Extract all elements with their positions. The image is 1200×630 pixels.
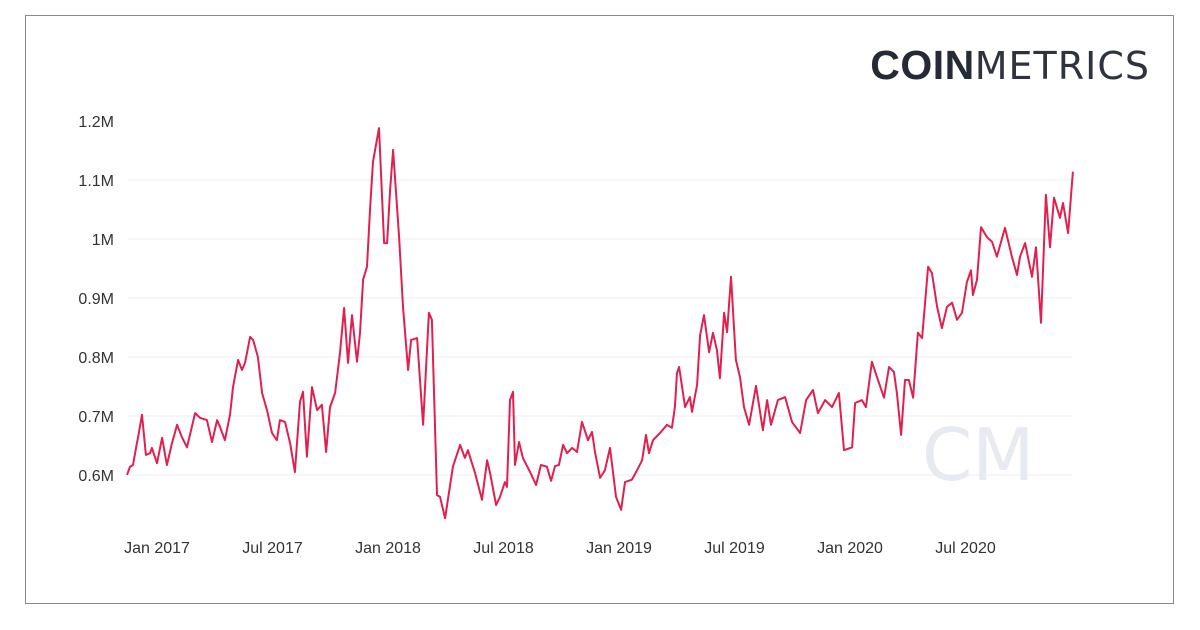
x-tick-label: Jan 2020 bbox=[817, 540, 883, 557]
x-tick-label: Jan 2018 bbox=[355, 540, 421, 557]
y-tick-label: 0.8M bbox=[78, 350, 114, 367]
x-tick-label: Jan 2017 bbox=[124, 540, 190, 557]
x-tick-label: Jan 2019 bbox=[586, 540, 652, 557]
cm-watermark: CM bbox=[922, 413, 1034, 497]
gridlines bbox=[128, 179, 1072, 476]
chart-frame bbox=[25, 15, 1174, 604]
logo-bold-text: COIN bbox=[870, 42, 975, 88]
y-tick-label: 1.2M bbox=[78, 114, 114, 131]
y-tick-label: 0.7M bbox=[78, 409, 114, 426]
x-tick-label: Jul 2018 bbox=[473, 540, 534, 557]
series-line bbox=[126, 127, 1074, 520]
y-tick-label: 1.1M bbox=[78, 173, 114, 190]
x-tick-label: Jul 2020 bbox=[935, 540, 996, 557]
y-axis-labels: 0.6M 0.7M 0.8M 0.9M 1M 1.1M 1.2M bbox=[78, 114, 114, 485]
x-axis-labels: Jan 2017 Jul 2017 Jan 2018 Jul 2018 Jan 2019… bbox=[124, 540, 996, 557]
x-tick-label: Jul 2019 bbox=[704, 540, 765, 557]
x-tick-label: Jul 2017 bbox=[242, 540, 303, 557]
logo-light-text: METRICS bbox=[974, 44, 1150, 88]
y-tick-label: 1M bbox=[92, 232, 114, 249]
coinmetrics-logo: COINMETRICS bbox=[870, 42, 1150, 89]
y-tick-label: 0.9M bbox=[78, 291, 114, 308]
y-tick-label: 0.6M bbox=[78, 468, 114, 485]
